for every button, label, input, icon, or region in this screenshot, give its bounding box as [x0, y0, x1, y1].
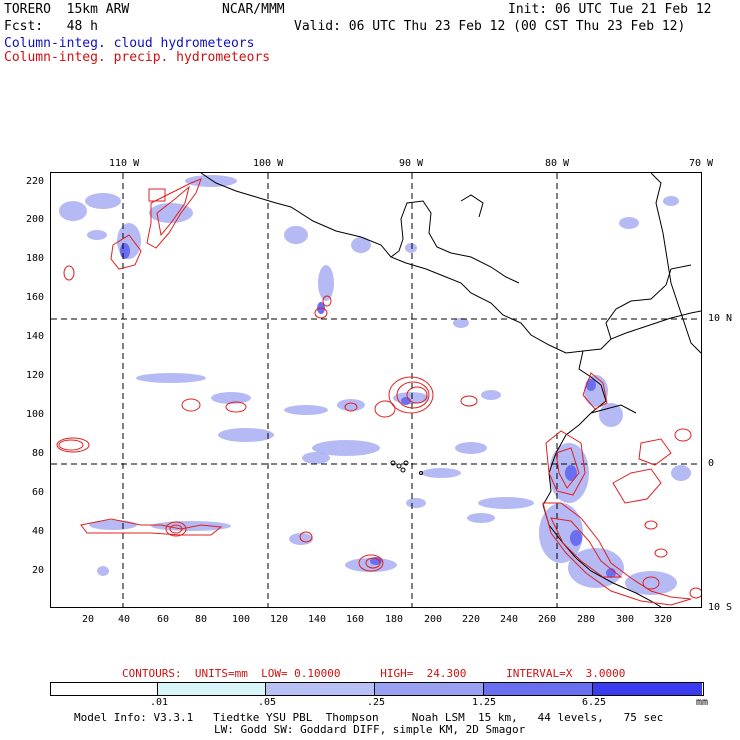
y-tick-60: 60 [32, 487, 45, 498]
y-tick-140: 140 [26, 331, 45, 342]
lon-label-110w: 110 W [109, 158, 140, 169]
map-canvas [51, 172, 703, 608]
y-tick-40: 40 [32, 526, 45, 537]
lon-label-90w: 90 W [399, 158, 424, 169]
x-tick-300: 300 [616, 614, 635, 625]
lon-label-100w: 100 W [253, 158, 284, 169]
y-tick-100: 100 [26, 409, 45, 420]
colorbar-label-625: 6.25 [582, 697, 607, 708]
x-tick-20: 20 [82, 614, 95, 625]
colorbar-segment [158, 683, 266, 695]
x-tick-320: 320 [654, 614, 673, 625]
y-tick-200: 200 [26, 214, 45, 225]
model-title: TORERO 15km ARW [4, 2, 130, 17]
x-tick-80: 80 [195, 614, 208, 625]
x-tick-100: 100 [232, 614, 251, 625]
lon-label-70w: 70 W [689, 158, 714, 169]
x-tick-40: 40 [118, 614, 131, 625]
x-tick-180: 180 [385, 614, 404, 625]
x-tick-260: 260 [538, 614, 557, 625]
cloud-shading [59, 175, 691, 595]
valid-time: Valid: 06 UTC Thu 23 Feb 12 (00 CST Thu … [294, 19, 686, 34]
colorbar-segment [266, 683, 375, 695]
colorbar-label-001: .01 [150, 697, 169, 708]
x-tick-60: 60 [157, 614, 170, 625]
y-tick-80: 80 [32, 448, 45, 459]
lat-label-10n: 10 N [708, 313, 733, 324]
field-cloud-label: Column-integ. cloud hydrometeors [4, 36, 255, 51]
colorbar [50, 682, 704, 696]
colorbar-label-025: .25 [367, 697, 386, 708]
field-precip-label: Column-integ. precip. hydrometeors [4, 50, 271, 65]
y-tick-220: 220 [26, 176, 45, 187]
lon-label-80w: 80 W [545, 158, 570, 169]
lat-label-10s: 10 S [708, 602, 733, 613]
x-tick-240: 240 [500, 614, 519, 625]
forecast-map [50, 172, 703, 608]
y-tick-160: 160 [26, 292, 45, 303]
colorbar-label-125: 1.25 [472, 697, 497, 708]
y-tick-120: 120 [26, 370, 45, 381]
colorbar-segment [375, 683, 484, 695]
init-time: Init: 06 UTC Tue 21 Feb 12 [508, 2, 712, 17]
model-info: Model Info: V3.3.1 Tiedtke YSU PBL Thomp… [74, 711, 664, 724]
colorbar-unit: mm [696, 697, 709, 708]
colorbar-segment [484, 683, 593, 695]
physics-info: LW: Godd SW: Goddard DIFF, simple KM, 2D… [214, 723, 526, 736]
coastlines [200, 172, 702, 608]
x-tick-140: 140 [308, 614, 327, 625]
colorbar-segment [51, 683, 158, 695]
colorbar-label-005: .05 [258, 697, 277, 708]
y-tick-20: 20 [32, 565, 45, 576]
x-tick-220: 220 [462, 614, 481, 625]
x-tick-200: 200 [424, 614, 443, 625]
contours-info: CONTOURS: UNITS=mm LOW= 0.10000 HIGH= 24… [122, 667, 626, 680]
x-tick-280: 280 [577, 614, 596, 625]
forecast-hour: Fcst: 48 h [4, 19, 98, 34]
y-tick-180: 180 [26, 253, 45, 264]
lat-label-0: 0 [708, 458, 715, 469]
cloud-patch [59, 201, 87, 221]
x-tick-120: 120 [270, 614, 289, 625]
precip-contours [56, 178, 703, 606]
galapagos-islands [390, 460, 423, 475]
organization-label: NCAR/MMM [222, 2, 285, 17]
x-tick-160: 160 [346, 614, 365, 625]
colorbar-segment [593, 683, 702, 695]
